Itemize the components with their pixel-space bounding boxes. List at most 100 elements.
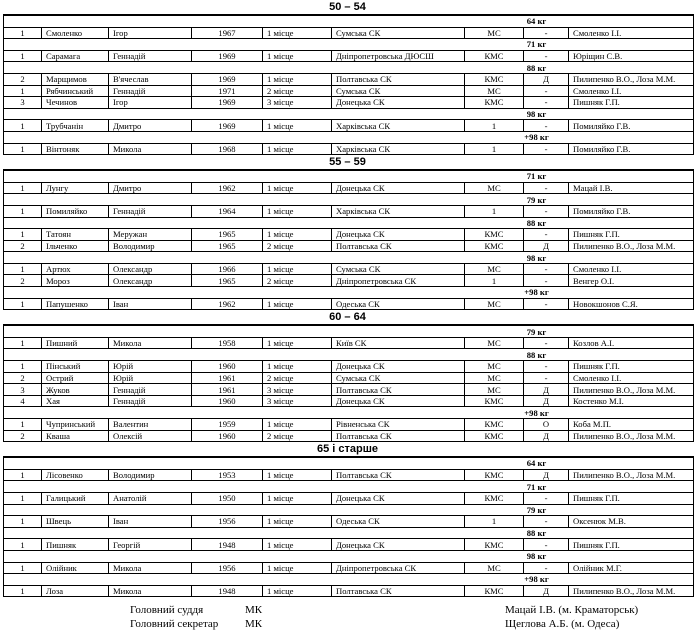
place-cell: 1: [3, 538, 42, 551]
club-cell: Харківська СК: [331, 119, 465, 132]
result-cell: 2 місце: [262, 429, 332, 443]
status-cell: Д: [523, 72, 569, 86]
result-cell: 1 місце: [262, 468, 332, 482]
club-cell: Рівненська СК: [331, 418, 465, 431]
rank-cell: МС: [464, 181, 524, 195]
place-cell: 1: [3, 181, 42, 195]
result-cell: 1 місце: [262, 142, 332, 156]
surname-cell: Хая: [41, 394, 109, 408]
club-cell: Донецька СК: [331, 228, 465, 241]
club-cell: Дніпропетровська СК: [331, 274, 465, 288]
coach-cell: Пилипенко В.О., Лоза М.М.: [567, 468, 695, 482]
first-name-cell: Микола: [108, 142, 192, 156]
table-row: 1 Пишний Микола 1958 1 місце Київ СК МС - Козлов…: [3, 336, 695, 350]
rank-cell: КМС: [464, 429, 524, 443]
place-cell: 1: [3, 119, 42, 132]
signatures: Головний суддя МК Мацай І.В. (м. Крамато…: [0, 603, 695, 631]
weight-category-row: 71 кг: [2, 38, 695, 51]
rank-cell: КМС: [464, 394, 524, 408]
table-row: 1 Лунгу Дмитро 1962 1 місце Донецька СК МС - Мац…: [3, 181, 695, 195]
first-name-cell: Геннадій: [108, 394, 192, 408]
table-row: 2 Ільченко Володимир 1965 2 місце Полтавська …: [3, 239, 695, 253]
table-row: 1 Лісовенко Володимир 1953 1 місце Полтавська…: [3, 468, 695, 482]
results-table: 71 кг 1 Лунгу Дмитро 1962 1 місце Донецька СК М…: [2, 169, 695, 311]
birth-year-cell: 1965: [191, 228, 263, 241]
birth-year-cell: 1948: [191, 584, 263, 598]
birth-year-cell: 1958: [191, 336, 263, 350]
place-cell: 1: [3, 297, 42, 311]
rank-cell: 1: [464, 515, 524, 528]
birth-year-cell: 1956: [191, 561, 263, 575]
coach-cell: Пилипенко В.О., Лоза М.М.: [567, 383, 695, 396]
club-cell: Донецька СК: [331, 491, 465, 505]
weight-category-row: 98 кг: [2, 107, 695, 121]
table-row: 2 Острий Юрій 1961 2 місце Сумська СК МС - Смоле…: [3, 371, 695, 385]
club-cell: Полтавська СК: [331, 72, 465, 86]
table-row: 1 Помиляйко Геннадій 1964 1 місце Харківська …: [3, 204, 695, 218]
rank-cell: 1: [464, 142, 524, 156]
surname-cell: Олійник: [41, 561, 109, 575]
club-cell: Сумська СК: [331, 26, 465, 40]
table-row: 1 Вінтоняк Микола 1968 1 місце Харківська СК 1…: [3, 142, 695, 156]
club-cell: Харківська СК: [331, 204, 465, 218]
status-cell: -: [523, 561, 569, 575]
birth-year-cell: 1969: [191, 96, 263, 109]
first-name-cell: Микола: [108, 336, 192, 350]
table-row: 1 Олійник Микола 1956 1 місце Дніпропетровськ…: [3, 561, 695, 575]
first-name-cell: Геннадій: [108, 383, 192, 396]
surname-cell: Трубчанін: [41, 119, 109, 132]
coach-cell: Смоленко І.І.: [567, 262, 695, 276]
surname-cell: Пінський: [41, 360, 109, 373]
weight-category: 79 кг: [2, 503, 695, 517]
surname-cell: Вінтоняк: [41, 142, 109, 156]
coach-cell: Пишняк Г.П.: [567, 360, 695, 373]
birth-year-cell: 1964: [191, 204, 263, 218]
weight-category: +98 кг: [2, 573, 695, 586]
birth-year-cell: 1966: [191, 262, 263, 276]
first-name-cell: Володимир: [108, 239, 192, 253]
surname-cell: Острий: [41, 371, 109, 385]
club-cell: Полтавська СК: [331, 429, 465, 443]
rank-cell: КМС: [464, 228, 524, 241]
place-cell: 1: [3, 468, 42, 482]
result-cell: 1 місце: [262, 584, 332, 598]
weight-category-row: 98 кг: [2, 251, 695, 264]
place-cell: 1: [3, 561, 42, 575]
table-row: 1 Пишняк Георгій 1948 1 місце Донецька СК КМС -…: [3, 538, 695, 551]
first-name-cell: В'ячеслав: [108, 72, 192, 86]
birth-year-cell: 1961: [191, 371, 263, 385]
coach-cell: Костенко М.І.: [567, 394, 695, 408]
status-cell: Д: [523, 383, 569, 396]
weight-category-row: 88 кг: [2, 61, 695, 74]
place-cell: 1: [3, 142, 42, 156]
surname-cell: Галицький: [41, 491, 109, 505]
coach-cell: Помиляйко Г.В.: [567, 119, 695, 132]
place-cell: 1: [3, 228, 42, 241]
surname-cell: Лоза: [41, 584, 109, 598]
results-table: 64 кг 1 Смоленко Ігор 1967 1 місце Сумська СК М…: [2, 14, 695, 156]
place-cell: 2: [3, 274, 42, 288]
place-cell: 1: [3, 204, 42, 218]
birth-year-cell: 1953: [191, 468, 263, 482]
rank-cell: КМС: [464, 72, 524, 86]
status-cell: -: [523, 142, 569, 156]
status-cell: -: [523, 360, 569, 373]
first-name-cell: Олександр: [108, 274, 192, 288]
first-name-cell: Валентин: [108, 418, 192, 431]
place-cell: 3: [3, 383, 42, 396]
secretary-rank: МК: [245, 618, 263, 630]
coach-cell: Помиляйко Г.В.: [567, 204, 695, 218]
weight-category: 88 кг: [2, 61, 695, 74]
birth-year-cell: 1969: [191, 119, 263, 132]
result-cell: 3 місце: [262, 394, 332, 408]
place-cell: 1: [3, 515, 42, 528]
status-cell: -: [523, 515, 569, 528]
rank-cell: КМС: [464, 239, 524, 253]
result-cell: 2 місце: [262, 84, 332, 98]
surname-cell: Артюх: [41, 262, 109, 276]
rank-cell: 1: [464, 274, 524, 288]
birth-year-cell: 1965: [191, 274, 263, 288]
birth-year-cell: 1969: [191, 49, 263, 63]
club-cell: Одеська СК: [331, 297, 465, 311]
club-cell: Полтавська СК: [331, 584, 465, 598]
